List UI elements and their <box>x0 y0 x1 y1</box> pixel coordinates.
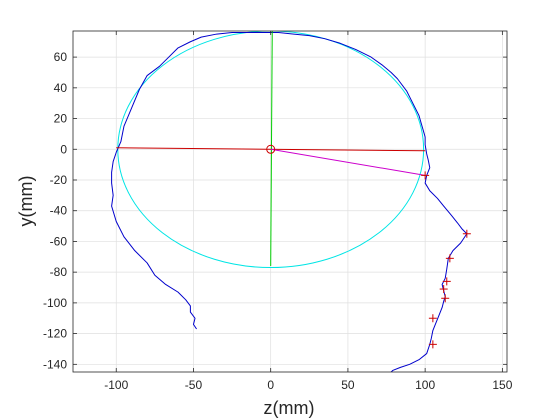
y-tick-label: -20 <box>50 173 68 187</box>
head-contour-line <box>111 32 468 372</box>
data-layer <box>111 31 471 372</box>
x-axis-label: z(mm) <box>264 398 315 418</box>
x-tick-label: 150 <box>492 378 512 392</box>
y-tick-label: -80 <box>50 265 68 279</box>
y-tick-label: 60 <box>54 50 68 64</box>
landmark-marker <box>441 294 450 303</box>
x-tick-label: 0 <box>267 378 274 392</box>
y-tick-label: 0 <box>60 142 67 156</box>
plot-area-background <box>73 31 507 372</box>
y-tick-label: -40 <box>50 204 68 218</box>
tick-layer: -100 -50 0 50 100 150 60 40 20 0 -20 -40 -60 -80 -100 -… <box>43 31 513 392</box>
x-tick-label: 50 <box>341 378 355 392</box>
nose-line <box>270 148 426 176</box>
y-tick-label: 40 <box>54 81 68 95</box>
landmark-marker <box>421 171 430 180</box>
y-axis-label: y(mm) <box>16 176 36 227</box>
landmark-marker <box>442 277 451 286</box>
x-tick-label: 100 <box>415 378 435 392</box>
x-tick-label: -50 <box>185 378 203 392</box>
plot-frame <box>72 30 508 373</box>
y-tick-label: -120 <box>43 327 67 341</box>
y-tick-label: 20 <box>54 112 68 126</box>
y-tick-label: -100 <box>43 296 67 310</box>
y-tick-label: -140 <box>43 357 67 371</box>
landmark-marker <box>428 314 437 323</box>
landmark-marker <box>439 285 448 294</box>
landmark-marker <box>462 229 471 238</box>
landmark-marker <box>445 254 454 263</box>
landmark-marker <box>428 340 437 349</box>
x-tick-label: -100 <box>104 378 128 392</box>
center-marker <box>266 144 276 154</box>
vertical-axis-line <box>270 31 273 267</box>
y-tick-label: -60 <box>50 234 68 248</box>
